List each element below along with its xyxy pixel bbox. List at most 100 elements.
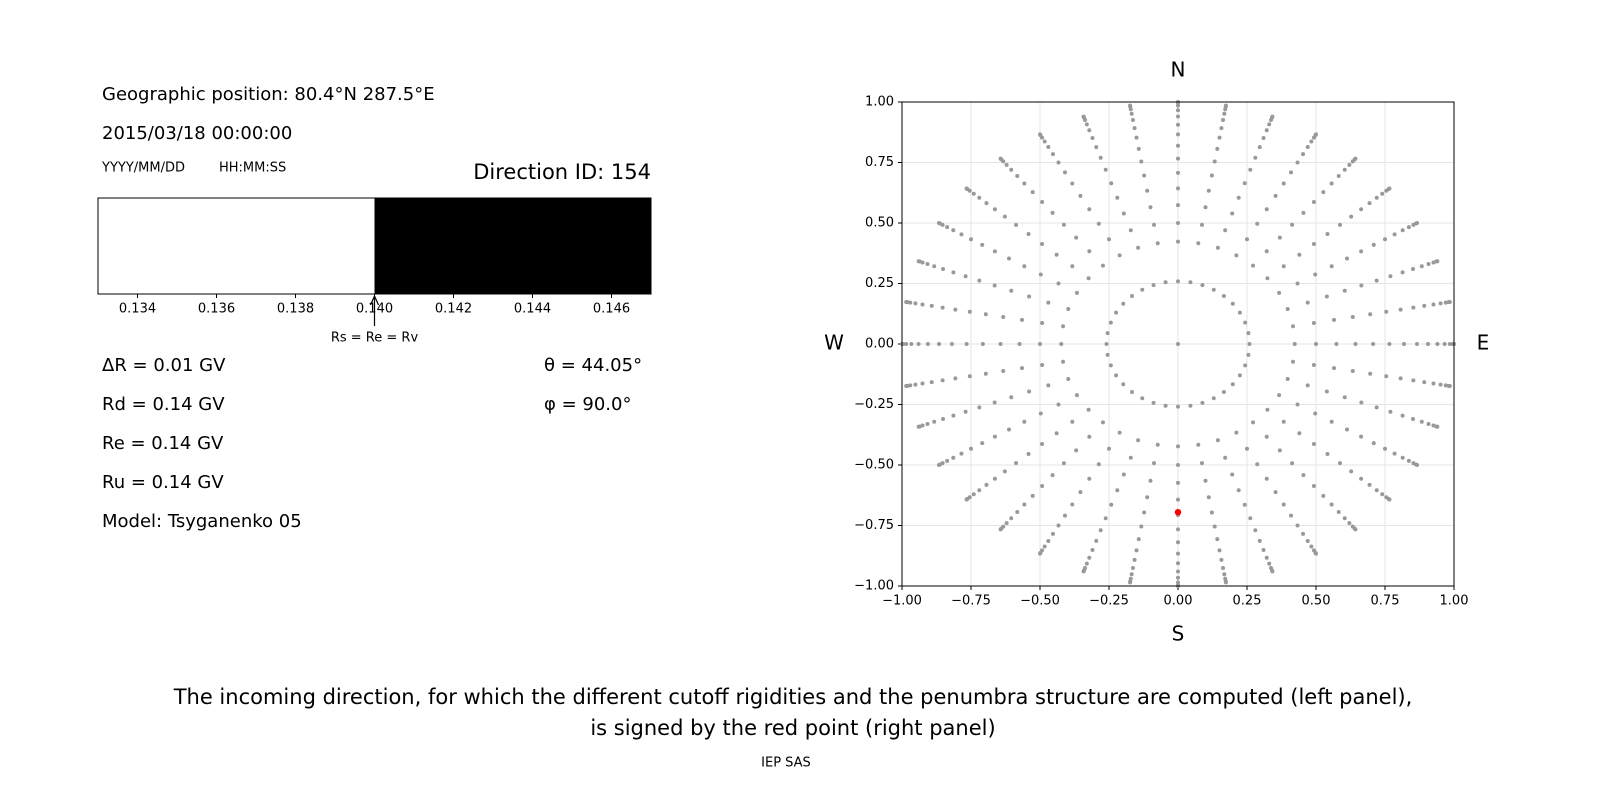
direction-point: [1337, 461, 1342, 466]
parameter: Ru = 0.14 GV: [102, 472, 224, 493]
direction-point: [1130, 566, 1135, 571]
direction-point: [1422, 303, 1427, 308]
direction-point: [1400, 270, 1405, 275]
direction-point: [1410, 267, 1415, 272]
direction-point: [977, 405, 982, 410]
direction-point: [1353, 342, 1358, 346]
direction-point: [1321, 190, 1326, 195]
direction-point: [1406, 225, 1411, 230]
direction-point: [1176, 444, 1180, 449]
x-tick-label: −1.00: [882, 594, 922, 609]
direction-point: [1223, 103, 1228, 108]
direction-point: [1148, 205, 1153, 210]
direction-point: [940, 378, 945, 383]
direction-point: [1295, 281, 1300, 286]
direction-point: [1221, 566, 1226, 571]
direction-point: [1329, 502, 1334, 507]
direction-point: [1285, 306, 1290, 311]
direction-point: [1380, 191, 1385, 196]
direction-point: [1022, 502, 1027, 507]
direction-point: [1380, 492, 1385, 497]
direction-point: [964, 342, 969, 346]
direction-point: [1139, 524, 1144, 529]
direction-point: [1042, 139, 1047, 144]
direction-point: [916, 424, 921, 429]
parameter: θ = 44.05°: [544, 355, 642, 376]
x-tick-label: 1.00: [1440, 594, 1469, 609]
direction-point: [1431, 381, 1436, 386]
direction-point: [904, 384, 909, 389]
direction-point: [1219, 557, 1224, 562]
direction-point: [1368, 312, 1373, 317]
direction-point: [1301, 210, 1306, 215]
direction-point: [1070, 264, 1075, 269]
direction-point: [1311, 484, 1316, 489]
direction-point: [1084, 561, 1089, 566]
direction-point: [1359, 400, 1364, 405]
direction-point: [1347, 521, 1352, 526]
direction-point: [1251, 263, 1256, 268]
direction-point: [1050, 473, 1055, 478]
direction-point: [1392, 451, 1397, 456]
direction-point: [1217, 135, 1222, 140]
compass-label: W: [824, 331, 844, 355]
direction-point: [920, 381, 925, 386]
direction-point: [1257, 145, 1262, 150]
direction-point: [1222, 572, 1227, 577]
direction-point: [1128, 228, 1133, 233]
direction-point: [992, 249, 997, 254]
direction-point: [1273, 490, 1278, 495]
direction-point: [936, 342, 941, 346]
direction-point: [1038, 132, 1042, 137]
direction-point: [1090, 548, 1095, 553]
direction-point: [1050, 210, 1055, 215]
direction-point: [1176, 561, 1180, 566]
direction-point: [1211, 396, 1216, 401]
y-tick-label: −1.00: [854, 579, 894, 594]
direction-point: [1061, 461, 1066, 466]
direction-point: [1155, 442, 1160, 447]
direction-point: [1152, 461, 1157, 466]
direction-point: [1009, 395, 1014, 400]
direction-point: [1176, 221, 1180, 225]
direction-point: [1030, 190, 1035, 195]
direction-point: [913, 382, 918, 387]
direction-point: [971, 191, 976, 196]
direction-point: [1070, 419, 1075, 424]
direction-point: [1246, 352, 1251, 357]
direction-point: [1371, 242, 1376, 247]
direction-point: [1081, 114, 1086, 119]
direction-point: [1188, 403, 1193, 408]
direction-point: [1019, 366, 1024, 371]
direction-point: [1295, 160, 1300, 165]
direction-point: [1176, 143, 1180, 148]
direction-point: [998, 527, 1003, 532]
direction-point: [925, 421, 930, 426]
direction-point: [1115, 488, 1120, 493]
penumbra-band: [374, 198, 651, 294]
direction-point: [1176, 156, 1180, 161]
direction-point: [1090, 135, 1095, 140]
direction-point: [1400, 413, 1405, 418]
direction-point: [1237, 310, 1242, 315]
direction-point: [1046, 144, 1051, 149]
direction-point: [1136, 537, 1141, 542]
direction-point: [945, 225, 950, 230]
direction-point: [1022, 181, 1027, 186]
direction-point: [953, 376, 958, 381]
direction-point: [963, 409, 968, 414]
direction-point: [1435, 424, 1440, 429]
plot-frame: [901, 101, 1455, 587]
direction-point: [1277, 448, 1282, 453]
direction-point: [1176, 114, 1180, 119]
direction-point: [1078, 193, 1083, 198]
direction-point: [1347, 162, 1352, 167]
direction-point: [1074, 235, 1079, 240]
time-format: HH:MM:SS: [219, 161, 286, 176]
date-format: YYYY/MM/DD: [101, 161, 185, 176]
direction-point: [1121, 382, 1126, 387]
direction-point: [1105, 352, 1110, 357]
direction-point: [1017, 342, 1022, 346]
datetime-text: 2015/03/18 00:00:00: [102, 123, 292, 144]
direction-point: [1142, 510, 1147, 515]
